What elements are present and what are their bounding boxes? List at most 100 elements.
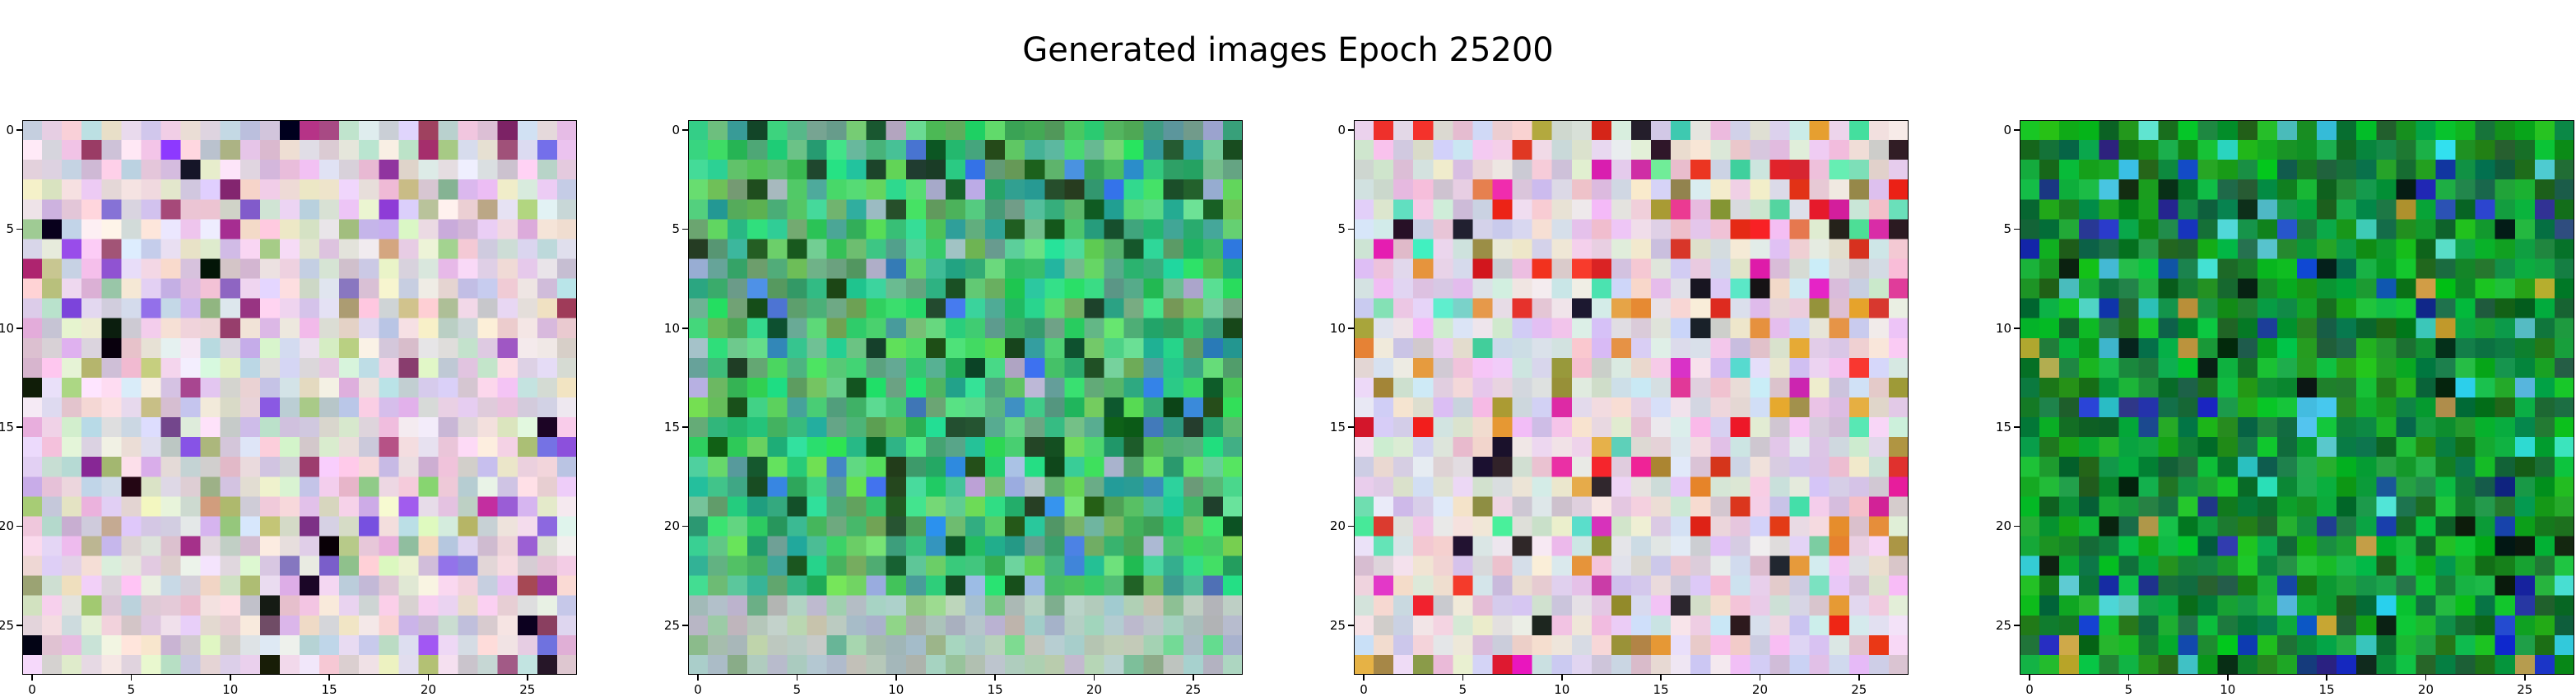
- pixel-cell: [1453, 457, 1474, 477]
- pixel-cell: [22, 654, 43, 675]
- pixel-cell: [101, 199, 122, 220]
- pixel-cell: [379, 179, 399, 200]
- pixel-cell: [807, 160, 828, 180]
- pixel-cell: [1433, 634, 1453, 656]
- pixel-cell: [141, 239, 162, 260]
- pixel-cell: [688, 555, 709, 577]
- pixel-cell: [1591, 219, 1612, 240]
- pixel-cell: [1064, 140, 1086, 160]
- pixel-cell: [1848, 179, 1870, 200]
- pixel-cell: [121, 357, 142, 379]
- pixel-cell: [787, 457, 808, 477]
- pixel-cell: [200, 555, 221, 577]
- pixel-cell: [1084, 615, 1105, 636]
- pixel-cell: [2197, 120, 2219, 141]
- pixel-cell: [359, 357, 379, 379]
- pixel-cell: [1433, 437, 1453, 458]
- pixel-cell: [688, 357, 709, 379]
- pixel-cell: [1183, 160, 1204, 180]
- x-tick-mark: [1560, 675, 1563, 681]
- pixel-cell: [477, 476, 499, 497]
- pixel-cell: [2158, 615, 2179, 636]
- pixel-cell: [1512, 417, 1533, 438]
- pixel-cell: [2197, 298, 2219, 319]
- pixel-cell: [945, 298, 966, 319]
- pixel-cell: [1671, 457, 1691, 477]
- pixel-cell: [2217, 298, 2239, 319]
- pixel-cell: [2020, 437, 2040, 458]
- pixel-cell: [1769, 476, 1791, 497]
- pixel-cell: [279, 120, 300, 141]
- pixel-cell: [1492, 595, 1514, 616]
- pixel-cell: [2197, 160, 2219, 180]
- pixel-cell: [517, 516, 538, 537]
- pixel-cell: [1374, 258, 1394, 280]
- pixel-cell: [1025, 357, 1045, 379]
- pixel-cell: [1472, 634, 1494, 656]
- pixel-cell: [708, 120, 728, 141]
- pixel-cell: [2317, 555, 2337, 577]
- pixel-cell: [101, 278, 122, 300]
- pixel-cell: [1183, 536, 1204, 557]
- pixel-cell: [1671, 160, 1691, 180]
- pixel-cell: [62, 160, 82, 180]
- pixel-cell: [359, 536, 379, 557]
- pixel-cell: [807, 516, 828, 537]
- pixel-cell: [2554, 239, 2574, 260]
- pixel-cell: [497, 516, 518, 537]
- x-tick-mark: [697, 675, 699, 681]
- pixel-cell: [1123, 298, 1145, 319]
- pixel-cell: [1591, 357, 1612, 379]
- pixel-cell: [767, 377, 788, 398]
- pixel-cell: [728, 476, 748, 497]
- pixel-cell: [1730, 634, 1751, 656]
- pixel-cell: [1750, 496, 1771, 518]
- pixel-cell: [2337, 318, 2357, 339]
- pixel-cell: [2554, 417, 2574, 438]
- pixel-cell: [965, 476, 986, 497]
- pixel-cell: [1571, 595, 1593, 616]
- pixel-cell: [279, 278, 300, 300]
- pixel-cell: [1472, 179, 1494, 200]
- pixel-cell: [239, 575, 261, 597]
- pixel-cell: [477, 120, 499, 141]
- pixel-cell: [42, 417, 63, 438]
- pixel-cell: [537, 357, 558, 379]
- pixel-cell: [2534, 160, 2555, 180]
- pixel-cell: [141, 377, 162, 398]
- pixel-cell: [945, 555, 966, 577]
- pixel-cell: [2416, 595, 2437, 616]
- pixel-cell: [2217, 654, 2239, 675]
- pixel-cell: [1532, 437, 1553, 458]
- pixel-cell: [2257, 536, 2278, 557]
- pixel-cell: [2435, 377, 2457, 398]
- pixel-cell: [1730, 239, 1751, 260]
- pixel-cell: [418, 457, 439, 477]
- pixel-cell: [1163, 555, 1184, 577]
- pixel-cell: [220, 516, 241, 537]
- pixel-cell: [2534, 595, 2555, 616]
- pixel-cell: [1848, 634, 1870, 656]
- y-tick-label: 0: [672, 123, 680, 138]
- pixel-cell: [101, 555, 122, 577]
- pixel-cell: [2475, 476, 2496, 497]
- pixel-cell: [1690, 536, 1711, 557]
- pixel-cell: [2376, 337, 2397, 359]
- pixel-cell: [767, 140, 788, 160]
- pixel-cell: [866, 160, 887, 180]
- pixel-cell: [141, 318, 162, 339]
- pixel-cell: [1671, 555, 1691, 577]
- pixel-cell: [1005, 239, 1025, 260]
- pixel-cell: [767, 595, 788, 616]
- pixel-cell: [180, 199, 202, 220]
- pixel-cell: [2495, 555, 2516, 577]
- pixel-cell: [2297, 575, 2318, 597]
- pixel-cell: [1123, 555, 1145, 577]
- pixel-cell: [477, 397, 499, 418]
- pixel-cell: [259, 199, 281, 220]
- pixel-cell: [1551, 595, 1573, 616]
- pixel-cell: [2455, 595, 2476, 616]
- pixel-cell: [1453, 575, 1474, 597]
- pixel-cell: [1044, 575, 1065, 597]
- pixel-cell: [1163, 536, 1184, 557]
